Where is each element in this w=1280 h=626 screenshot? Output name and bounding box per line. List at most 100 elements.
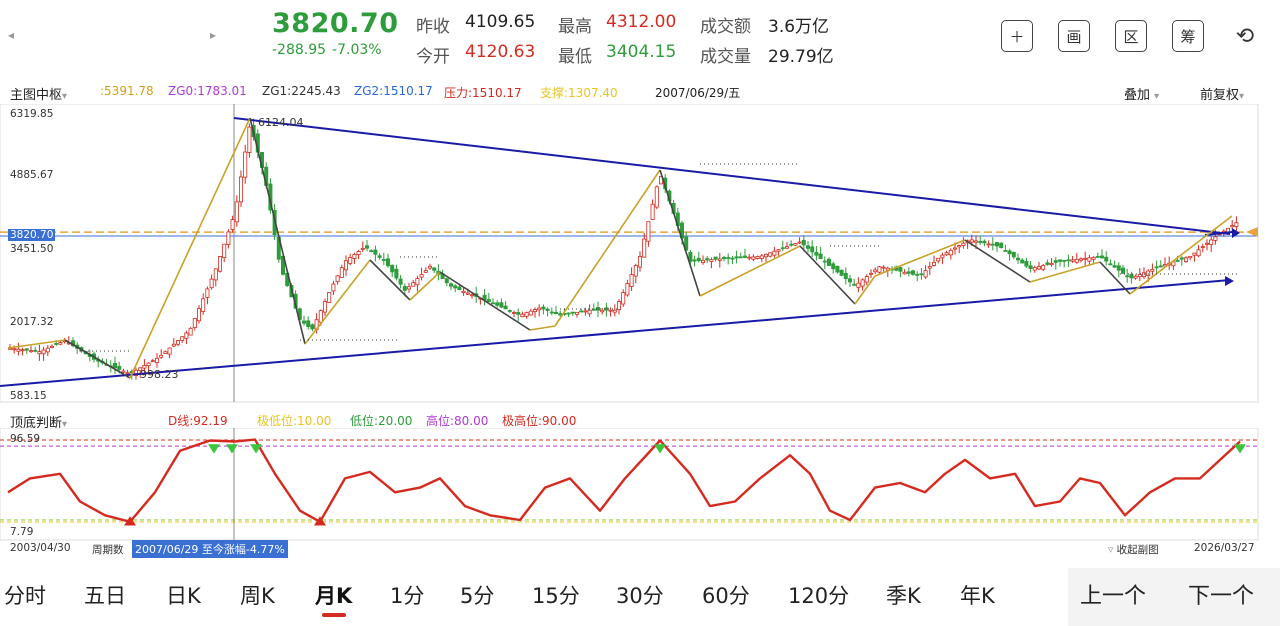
last-price: 3820.70 xyxy=(272,8,399,39)
turnover-value: 3.6万亿 xyxy=(768,17,830,37)
candle-body xyxy=(747,256,752,259)
candle-body xyxy=(352,254,357,259)
candle-body xyxy=(167,347,172,355)
candle-body xyxy=(940,254,945,259)
candle-body xyxy=(545,308,550,311)
draw-button[interactable]: 画 xyxy=(1058,20,1090,52)
candle-body xyxy=(835,265,840,273)
candle-body xyxy=(650,203,655,220)
tab-30min[interactable]: 30分 xyxy=(616,584,664,608)
candle-body xyxy=(348,257,353,264)
adjust-label: 前复权 xyxy=(1200,88,1240,103)
candle-body xyxy=(331,283,336,292)
collapse-sub-chart[interactable]: ▿ 收起副图 xyxy=(1108,542,1159,557)
chip-button[interactable]: 筹 xyxy=(1172,20,1204,52)
current-price-tag: 3820.70 xyxy=(8,229,56,241)
next-stock-button[interactable]: 下一个 xyxy=(1188,584,1255,609)
candle-body xyxy=(163,351,168,354)
candle-body xyxy=(377,255,382,258)
candle-body xyxy=(818,253,823,260)
candle-body xyxy=(230,219,235,230)
tab-weekly-k[interactable]: 周K xyxy=(240,584,275,608)
extreme-high-value: 极高位:90.00 xyxy=(502,414,577,428)
candle-body xyxy=(953,247,958,250)
candle-body xyxy=(50,345,55,348)
tab-1min[interactable]: 1分 xyxy=(390,584,425,608)
candle-body xyxy=(1137,274,1142,278)
zigzag-segment xyxy=(439,271,531,331)
candle-body xyxy=(1003,250,1008,252)
open-label: 今开 xyxy=(416,47,450,67)
tab-intraday[interactable]: 分时 xyxy=(4,584,46,608)
tab-daily-k[interactable]: 日K xyxy=(166,584,201,608)
indicator-value-3: ZG2:1510.17 xyxy=(354,84,433,98)
price-marker xyxy=(1246,227,1258,237)
upper-arrow xyxy=(1204,231,1233,236)
candle-body xyxy=(1196,249,1201,257)
sub-indicator-selector[interactable]: 顶底判断▾ xyxy=(10,412,67,431)
prev-stock-arrow-icon[interactable]: ◂ xyxy=(8,28,15,42)
y-axis-label-3: 3451.50 xyxy=(10,243,54,255)
candle-body xyxy=(205,288,210,298)
candle-body xyxy=(1007,250,1012,255)
indicator-value-1: ZG0:1783.01 xyxy=(168,84,247,98)
candle-body xyxy=(117,365,122,370)
candle-body xyxy=(755,256,760,259)
zigzag-segment xyxy=(369,259,411,301)
candle-body xyxy=(327,292,332,303)
candle-body xyxy=(1091,256,1096,260)
candle-body xyxy=(1234,222,1239,227)
candle-body xyxy=(621,292,626,305)
candle-body xyxy=(911,270,916,275)
tab-120min[interactable]: 120分 xyxy=(788,584,850,608)
candle-body xyxy=(541,306,546,310)
tab-15min[interactable]: 15分 xyxy=(532,584,580,608)
candle-body xyxy=(1142,272,1147,278)
y-axis-label-bottom: 583.15 xyxy=(10,390,47,402)
candle-body xyxy=(1041,265,1046,270)
period-tab-bar: 分时 五日 日K 周K 月K 1分 5分 15分 30分 60分 120分 季K… xyxy=(0,568,1280,626)
main-indicator-selector[interactable]: 主图中枢▾ xyxy=(10,84,67,103)
candle-body xyxy=(339,267,344,278)
candle-body xyxy=(591,308,596,311)
candle-body xyxy=(549,311,554,314)
candle-body xyxy=(121,370,126,373)
tab-monthly-k[interactable]: 月K xyxy=(315,584,353,608)
kline-chart[interactable] xyxy=(0,104,1262,404)
tab-60min[interactable]: 60分 xyxy=(702,584,750,608)
volume-label: 成交量 xyxy=(700,47,751,67)
candle-body xyxy=(54,343,59,345)
zigzag-segment xyxy=(799,245,856,305)
adjust-selector[interactable]: 前复权▾ xyxy=(1200,84,1244,103)
tab-yearly-k[interactable]: 年K xyxy=(960,584,995,608)
candle-body xyxy=(196,308,201,322)
candle-body xyxy=(1188,255,1193,259)
tab-quarterly-k[interactable]: 季K xyxy=(886,584,921,608)
candle-body xyxy=(146,362,151,367)
candle-body xyxy=(516,311,521,315)
candle-body xyxy=(1020,259,1025,264)
interval-gain-tag: 2007/06/29 至今涨幅-4.77% xyxy=(132,540,288,558)
candle-body xyxy=(398,278,403,285)
candle-body xyxy=(402,286,407,291)
rotate-screen-icon[interactable]: ⟲ xyxy=(1235,23,1255,49)
range-button[interactable]: 区 xyxy=(1115,20,1147,52)
buy-signal-icon xyxy=(124,516,136,526)
indicator-chart[interactable] xyxy=(0,428,1262,546)
prev-stock-button[interactable]: 上一个 xyxy=(1080,584,1147,609)
next-stock-arrow-icon[interactable]: ▸ xyxy=(210,28,217,42)
tab-five-day[interactable]: 五日 xyxy=(84,584,126,608)
candle-body xyxy=(1024,261,1029,267)
nav-area xyxy=(1068,568,1280,626)
dropdown-icon: ▾ xyxy=(62,91,68,102)
candle-body xyxy=(234,201,239,223)
change-percent: -7.03% xyxy=(332,42,382,58)
candle-body xyxy=(1116,265,1121,271)
candle-body xyxy=(1133,275,1138,279)
add-button[interactable]: ＋ xyxy=(1001,20,1033,52)
candle-body xyxy=(759,255,764,260)
candle-body xyxy=(730,257,735,260)
tab-5min[interactable]: 5分 xyxy=(460,584,495,608)
candle-body xyxy=(423,269,428,273)
overlay-selector[interactable]: 叠加 ▾ xyxy=(1124,84,1159,103)
